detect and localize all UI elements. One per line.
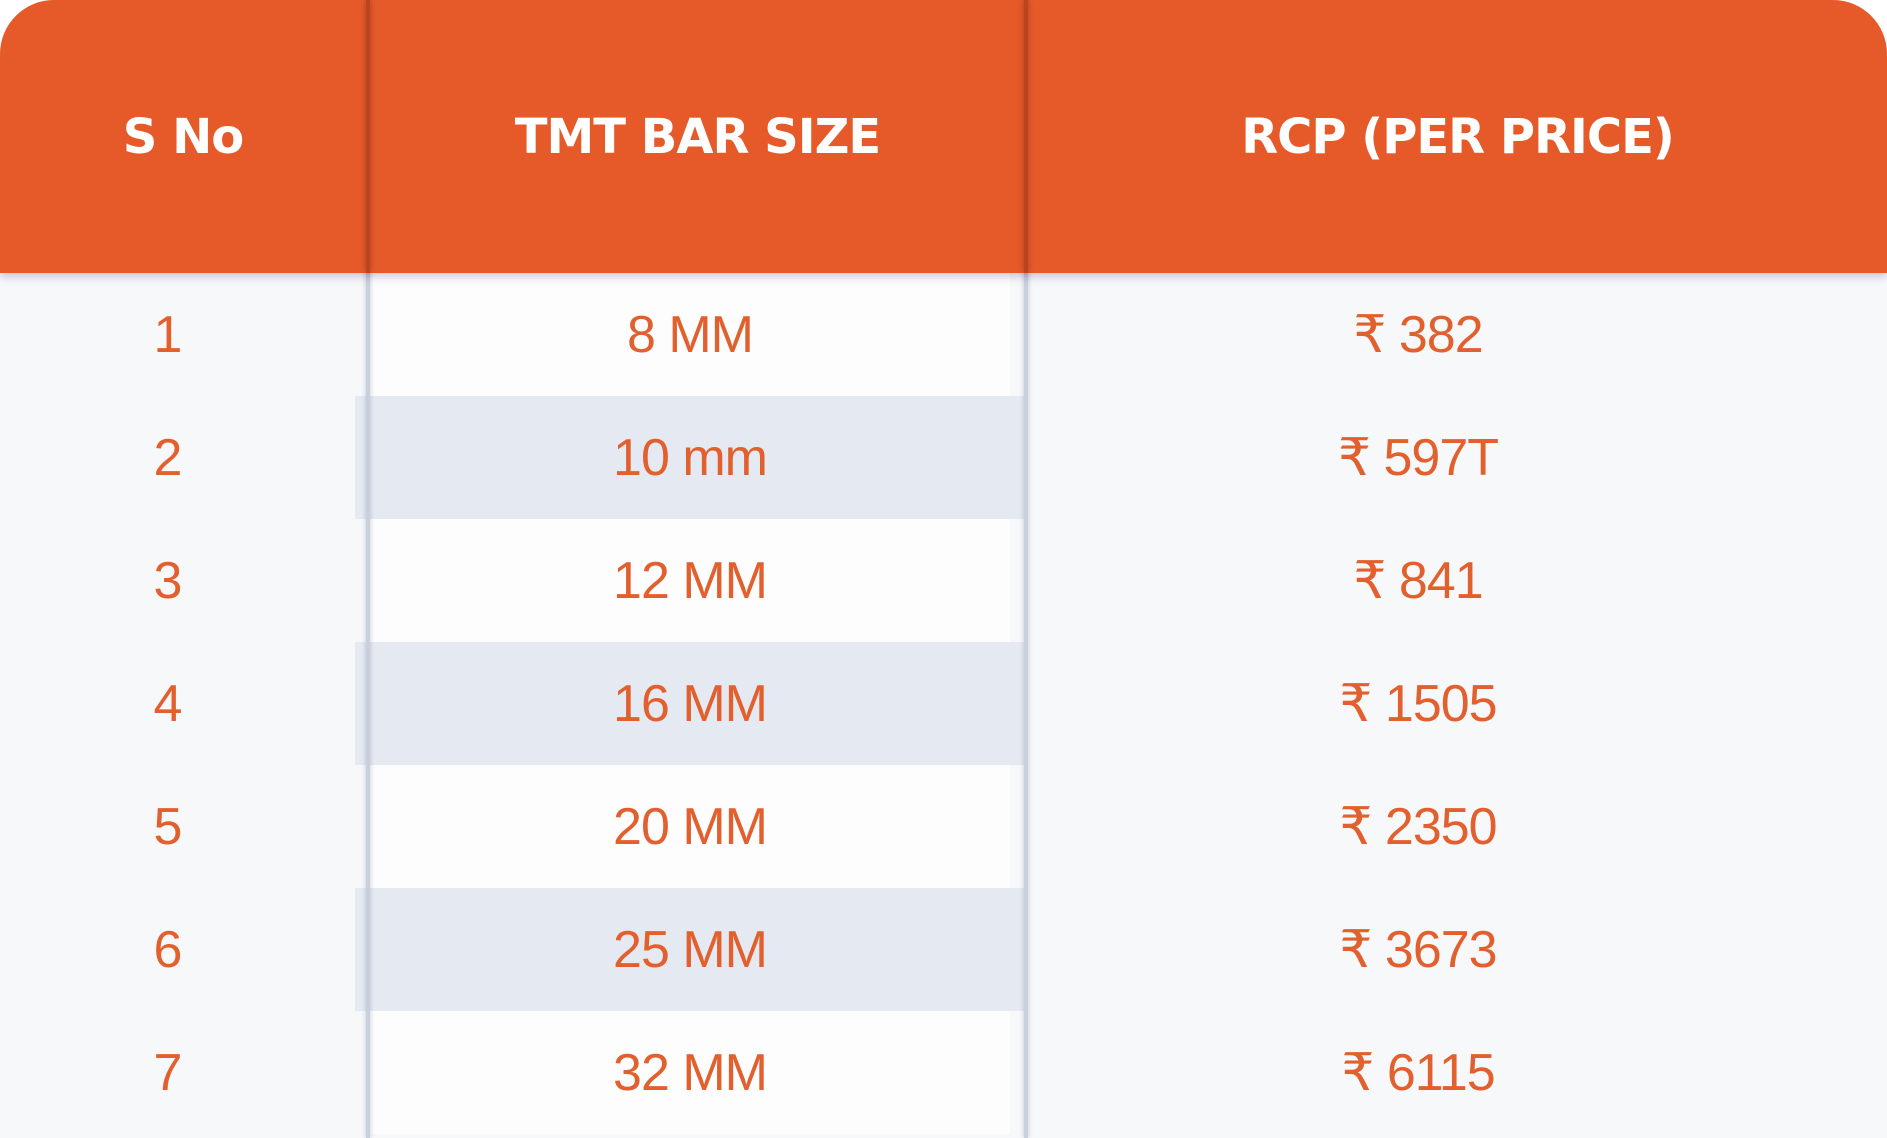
table-row: 7 32 MM ₹ 6115 — [0, 1011, 1887, 1134]
header-divider — [366, 0, 370, 273]
cell-price: ₹ 1505 — [1339, 674, 1497, 733]
cell-sno: 2 — [153, 428, 183, 487]
row-background — [370, 1011, 1010, 1134]
row-background — [355, 396, 1025, 519]
cell-size: 10 mm — [613, 428, 768, 487]
row-background — [370, 765, 1010, 888]
cell-price: ₹ 6115 — [1341, 1043, 1495, 1102]
cell-size: 8 MM — [627, 305, 754, 364]
cell-size: 16 MM — [613, 674, 768, 733]
table-row: 4 16 MM ₹ 1505 — [0, 642, 1887, 765]
cell-sno: 6 — [153, 920, 183, 979]
header-tmt-bar-size: TMT BAR SIZE — [514, 108, 881, 165]
column-divider — [1024, 273, 1028, 1138]
cell-price: ₹ 2350 — [1339, 797, 1497, 856]
cell-price: ₹ 382 — [1353, 305, 1483, 364]
table-row: 5 20 MM ₹ 2350 — [0, 765, 1887, 888]
table-header-row: S No TMT BAR SIZE RCP (PER PRICE) — [0, 0, 1887, 273]
table-body: 1 8 MM ₹ 382 2 10 mm ₹ 597T 3 12 MM ₹ 84… — [0, 273, 1887, 1138]
cell-sno: 4 — [153, 674, 183, 733]
cell-price: ₹ 597T — [1337, 428, 1499, 487]
cell-sno: 1 — [153, 305, 183, 364]
cell-price: ₹ 841 — [1353, 551, 1483, 610]
cell-price: ₹ 3673 — [1339, 920, 1497, 979]
cell-size: 25 MM — [613, 920, 768, 979]
table-row: 3 12 MM ₹ 841 — [0, 519, 1887, 642]
cell-size: 32 MM — [613, 1043, 768, 1102]
header-rcp-price: RCP (PER PRICE) — [1241, 108, 1675, 165]
table-row: 2 10 mm ₹ 597T — [0, 396, 1887, 519]
row-background — [370, 519, 1010, 642]
table-row: 1 8 MM ₹ 382 — [0, 273, 1887, 396]
cell-sno: 7 — [153, 1043, 183, 1102]
header-divider — [1024, 0, 1028, 273]
row-background — [370, 273, 1010, 396]
cell-size: 12 MM — [613, 551, 768, 610]
cell-sno: 3 — [153, 551, 183, 610]
row-background — [355, 888, 1025, 1011]
table-row: 6 25 MM ₹ 3673 — [0, 888, 1887, 1011]
header-sno: S No — [122, 108, 244, 165]
row-background — [355, 642, 1025, 765]
cell-size: 20 MM — [613, 797, 768, 856]
column-divider — [366, 273, 370, 1138]
cell-sno: 5 — [153, 797, 183, 856]
